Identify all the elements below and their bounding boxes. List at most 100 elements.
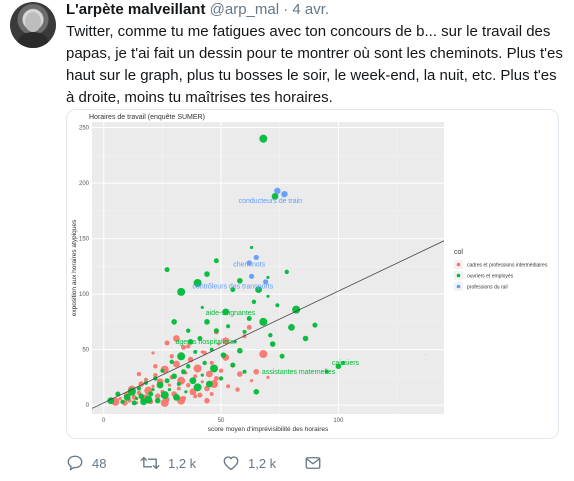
point-ouvriers bbox=[187, 339, 194, 345]
point-ouvriers bbox=[204, 271, 210, 277]
point-ouvriers bbox=[288, 323, 295, 331]
avatar[interactable] bbox=[10, 2, 56, 48]
point-ouvriers bbox=[266, 275, 270, 280]
point-ouvriers bbox=[255, 286, 263, 294]
point-ouvriers bbox=[197, 336, 203, 342]
point-cadres bbox=[222, 337, 230, 345]
point-ouvriers bbox=[269, 341, 276, 347]
point-ouvriers bbox=[127, 387, 136, 396]
point-cadres bbox=[118, 396, 122, 401]
point-ouvriers bbox=[242, 369, 247, 374]
point-cadres bbox=[213, 375, 219, 381]
heart-icon bbox=[223, 456, 239, 471]
point-cadres bbox=[176, 386, 181, 391]
point-cadres bbox=[200, 380, 204, 384]
point-label-rail: cheminots bbox=[233, 261, 265, 268]
point-cadres bbox=[173, 360, 180, 368]
point-ouvriers bbox=[230, 287, 236, 293]
point-ouvriers bbox=[220, 352, 227, 358]
point-ouvriers bbox=[181, 369, 187, 375]
point-cadres bbox=[160, 398, 169, 407]
point-rail bbox=[253, 254, 259, 261]
x-tick-label: 100 bbox=[333, 418, 344, 424]
envelope-icon bbox=[305, 457, 321, 469]
legend-key-rail bbox=[456, 284, 461, 289]
retweet-button[interactable]: 1,2 k bbox=[140, 453, 196, 473]
y-tick-label: 150 bbox=[79, 237, 90, 243]
point-ouvriers bbox=[204, 319, 210, 325]
legend-key-ouvriers bbox=[456, 273, 461, 278]
point-label-ouvriers: agents hospitaliers bbox=[175, 339, 234, 346]
point-ouvriers bbox=[226, 324, 231, 329]
tweet-text: Twitter, comme tu me fatigues avec ton c… bbox=[66, 23, 563, 106]
point-cadres bbox=[209, 360, 214, 365]
point-ouvriers bbox=[160, 368, 165, 373]
point-ouvriers bbox=[292, 305, 301, 314]
point-ouvriers bbox=[312, 322, 318, 328]
point-ouvriers bbox=[169, 359, 174, 365]
point-ouvriers bbox=[167, 387, 172, 392]
user-handle[interactable]: @arp_mal bbox=[209, 1, 280, 18]
point-ouvriers bbox=[136, 386, 142, 391]
retweet-icon bbox=[140, 456, 160, 470]
point-ouvriers bbox=[154, 397, 161, 404]
point-ouvriers bbox=[156, 381, 164, 389]
y-tick-label: 100 bbox=[79, 292, 90, 298]
point-ouvriers bbox=[284, 269, 289, 275]
scatter-chart: Horaires de travail (enquête SUMER) 0 50 10… bbox=[71, 114, 548, 433]
retweet-count: 1,2 k bbox=[168, 455, 197, 471]
point-rail bbox=[248, 273, 255, 279]
tweet-date[interactable]: 4 avr. bbox=[292, 1, 330, 18]
legend-label-cadres: cadres et professions intermédiaires bbox=[467, 263, 548, 269]
legend-title: col bbox=[454, 249, 463, 256]
point-cadres bbox=[193, 394, 198, 399]
point-ouvriers bbox=[177, 352, 186, 361]
tweet-header: L'arpète malveillant @arp_mal · 4 avr. bbox=[66, 1, 329, 21]
point-ouvriers bbox=[259, 317, 268, 326]
like-count: 1,2 k bbox=[248, 455, 277, 471]
point-ouvriers bbox=[246, 316, 252, 322]
point-cadres bbox=[235, 387, 240, 392]
point-cadres bbox=[205, 370, 213, 378]
legend-key-cadres bbox=[456, 262, 461, 267]
point-ouvriers bbox=[193, 278, 202, 287]
point-ouvriers bbox=[186, 328, 191, 333]
reply-button[interactable]: 48 bbox=[66, 453, 106, 473]
plot-area: ... aide-soignantes agents hospitaliers ass… bbox=[92, 134, 444, 409]
point-cadres bbox=[181, 344, 187, 350]
y-axis-label: exposition aux horaires atypiques bbox=[71, 219, 78, 316]
point-ouvriers bbox=[302, 335, 309, 342]
point-ouvriers bbox=[268, 332, 273, 338]
point-cadres bbox=[167, 383, 172, 387]
point-label-ouvriers: ... bbox=[175, 292, 178, 296]
point-label-ouvriers: ... bbox=[262, 140, 265, 144]
tweet-media-chart[interactable]: Horaires de travail (enquête SUMER) 0 50 10… bbox=[66, 109, 559, 439]
point-cadres bbox=[189, 388, 197, 396]
point-cadres bbox=[259, 350, 268, 359]
point-cadres bbox=[154, 393, 161, 400]
point-cadres bbox=[253, 369, 260, 375]
x-tick-label: 50 bbox=[218, 418, 225, 424]
point-ouvriers bbox=[138, 393, 145, 400]
point-cadres bbox=[193, 374, 198, 379]
like-button[interactable]: 1,2 k bbox=[222, 453, 276, 473]
point-ouvriers bbox=[213, 328, 219, 334]
point-cadres bbox=[153, 364, 158, 369]
point-cadres bbox=[173, 335, 180, 342]
point-ouvriers bbox=[164, 378, 170, 384]
direct-message-button[interactable] bbox=[304, 453, 322, 473]
point-cadres bbox=[193, 364, 202, 373]
point-cadres bbox=[246, 324, 252, 330]
point-ouvriers bbox=[184, 390, 188, 394]
x-axis-label: score moyen d'imprévisibilité des horair… bbox=[208, 426, 329, 433]
point-rail bbox=[281, 190, 288, 198]
point-ouvriers bbox=[134, 396, 139, 401]
point-cadres bbox=[197, 392, 203, 398]
point-cadres bbox=[169, 354, 174, 359]
display-name[interactable]: L'arpète malveillant bbox=[66, 1, 206, 18]
point-cadres bbox=[218, 368, 224, 373]
point-label-ouvriers: caissiers bbox=[332, 360, 360, 367]
point-ouvriers bbox=[151, 387, 155, 392]
point-ouvriers bbox=[200, 305, 204, 310]
